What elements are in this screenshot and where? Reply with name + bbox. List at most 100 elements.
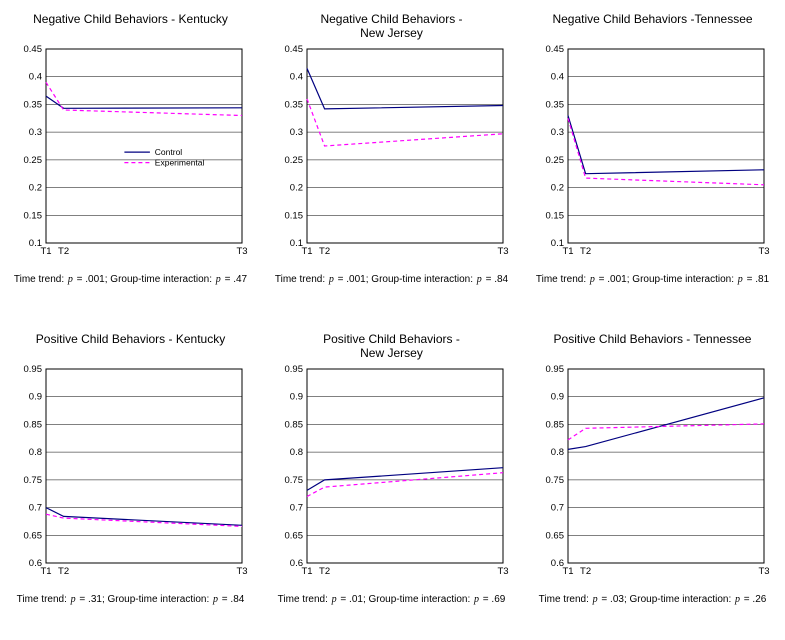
interaction-label: Group-time interaction: [371, 274, 474, 285]
p-symbol: p [70, 594, 76, 605]
time-trend-pvalue: = .31; [79, 594, 105, 605]
experimental-line [566, 118, 764, 186]
time-trend-pvalue: = .001; [76, 274, 108, 285]
control-line [45, 507, 242, 526]
chart-negative-tennessee: Negative Child Behaviors -Tennessee 0.1 0… [522, 0, 783, 320]
chart-title: Positive Child Behaviors - Tennessee [553, 332, 752, 346]
interaction-label: Group-time interaction: [107, 594, 210, 605]
chart-positive-kentucky: Positive Child Behaviors - Kentucky 0.6 0… [0, 320, 261, 640]
y-tick-label: 0.6 [28, 558, 41, 569]
experimental-line [305, 98, 503, 147]
chart-caption: Time trend: p = .001; Group-time interac… [14, 274, 247, 285]
y-tick-label: 0.7 [550, 503, 563, 514]
interaction-pvalue: = .81 [746, 274, 770, 285]
y-tick-label: 0.15 [545, 210, 564, 221]
x-tick-label: T2 [580, 566, 591, 577]
y-tick-label: 0.2 [28, 183, 41, 194]
chart-positive-new-jersey: Positive Child Behaviors - New Jersey 0.… [261, 320, 522, 640]
x-tick-label: T1 [562, 566, 573, 577]
y-tick-label: 0.45 [545, 44, 564, 55]
p-symbol: p [67, 274, 73, 285]
p-symbol: p [476, 274, 482, 285]
x-tick-label: T3 [758, 566, 769, 577]
time-trend-label: Time trend: [274, 274, 326, 285]
y-tick-label: 0.25 [23, 155, 42, 166]
chart-caption: Time trend: p = .31; Group-time interact… [17, 594, 245, 605]
y-tick-label: 0.65 [23, 530, 42, 541]
y-tick-label: 0.45 [23, 44, 42, 55]
p-symbol: p [328, 274, 334, 285]
experimental-line [44, 81, 242, 117]
y-tick-label: 0.9 [550, 392, 563, 403]
x-tick-label: T2 [58, 566, 69, 577]
x-tick-label: T1 [40, 246, 51, 257]
y-tick-label: 0.8 [28, 447, 41, 458]
p-symbol: p [331, 594, 337, 605]
time-trend-label: Time trend: [13, 274, 65, 285]
y-tick-label: 0.35 [23, 99, 42, 110]
x-tick-label: T1 [40, 566, 51, 577]
control-line [306, 467, 503, 491]
time-trend-label: Time trend: [535, 274, 587, 285]
control-line [567, 397, 764, 450]
legend-control-label: Control [154, 147, 182, 157]
plot-negative-new-jersey: 0.1 0.15 0.2 0.25 0.3 0.35 0.4 0.45 T1 T2 T3 [284, 44, 508, 257]
time-trend-pvalue: = .03; [601, 594, 627, 605]
y-tick-label: 0.25 [545, 155, 564, 166]
p-symbol: p [213, 594, 219, 605]
y-tick-label: 0.45 [284, 44, 303, 55]
y-tick-label: 0.75 [23, 475, 42, 486]
time-trend-label: Time trend: [538, 594, 589, 605]
y-tick-label: 0.3 [289, 127, 302, 138]
y-tick-label: 0.95 [545, 364, 564, 375]
y-tick-label: 0.85 [23, 419, 42, 430]
chart-caption: Time trend: p = .03; Group-time interact… [539, 594, 767, 605]
y-tick-label: 0.1 [550, 238, 563, 249]
plot-negative-kentucky: 0.1 0.15 0.2 0.25 0.3 0.35 0.4 0.45 T1 T2 T3 Contro… [23, 44, 247, 257]
y-tick-label: 0.35 [284, 99, 303, 110]
y-tick-label: 0.95 [23, 364, 42, 375]
y-tick-label: 0.15 [284, 210, 303, 221]
chart-negative-kentucky: Negative Child Behaviors - Kentucky 0.1 0… [0, 0, 261, 320]
x-tick-label: T2 [319, 246, 330, 257]
chart-title: Positive Child Behaviors - Kentucky [35, 332, 226, 346]
interaction-label: Group-time interaction: [632, 274, 735, 285]
plot-border [45, 368, 242, 564]
y-tick-label: 0.9 [289, 392, 302, 403]
y-tick-label: 0.65 [284, 530, 303, 541]
chart-caption: Time trend: p = .01; Group-time interact… [278, 594, 506, 605]
experimental-line [567, 423, 764, 441]
interaction-pvalue: = .47 [224, 274, 248, 285]
x-tick-label: T1 [562, 246, 573, 257]
chart-caption: Time trend: p = .001; Group-time interac… [275, 274, 508, 285]
plot-negative-tennessee: 0.1 0.15 0.2 0.25 0.3 0.35 0.4 0.45 T1 T2 T3 [545, 44, 769, 257]
y-tick-label: 0.8 [289, 447, 302, 458]
y-tick-label: 0.75 [545, 475, 564, 486]
control-line [45, 95, 242, 109]
time-trend-pvalue: = .001; [337, 274, 369, 285]
chart-caption: Time trend: p = .001; Group-time interac… [536, 274, 769, 285]
y-tick-label: 0.85 [284, 419, 303, 430]
x-tick-label: T1 [301, 246, 312, 257]
legend-experimental-label: Experimental [154, 158, 204, 168]
x-tick-label: T3 [497, 246, 508, 257]
interaction-pvalue: = .26 [743, 594, 767, 605]
y-tick-label: 0.6 [550, 558, 563, 569]
plot-positive-kentucky: 0.6 0.65 0.7 0.75 0.8 0.85 0.9 0.95 T1 T2 T3 [23, 364, 247, 577]
time-trend-label: Time trend: [277, 594, 328, 605]
chart-positive-tennessee: Positive Child Behaviors - Tennessee 0.6… [522, 320, 783, 640]
p-symbol: p [589, 274, 595, 285]
y-tick-label: 0.3 [550, 127, 563, 138]
y-tick-label: 0.15 [23, 210, 42, 221]
interaction-label: Group-time interaction: [629, 594, 732, 605]
chart-title: Negative Child Behaviors - New Jersey [320, 12, 463, 40]
y-tick-label: 0.7 [28, 503, 41, 514]
plot-positive-tennessee: 0.6 0.65 0.7 0.75 0.8 0.85 0.9 0.95 T1 T2 T3 [545, 364, 769, 577]
plot-border [567, 48, 764, 244]
y-tick-label: 0.2 [550, 183, 563, 194]
y-tick-label: 0.1 [28, 238, 41, 249]
chart-negative-new-jersey: Negative Child Behaviors - New Jersey 0.… [261, 0, 522, 320]
plot-positive-new-jersey: 0.6 0.65 0.7 0.75 0.8 0.85 0.9 0.95 T1 T2 T3 [284, 364, 508, 577]
interaction-pvalue: = .84 [485, 274, 509, 285]
